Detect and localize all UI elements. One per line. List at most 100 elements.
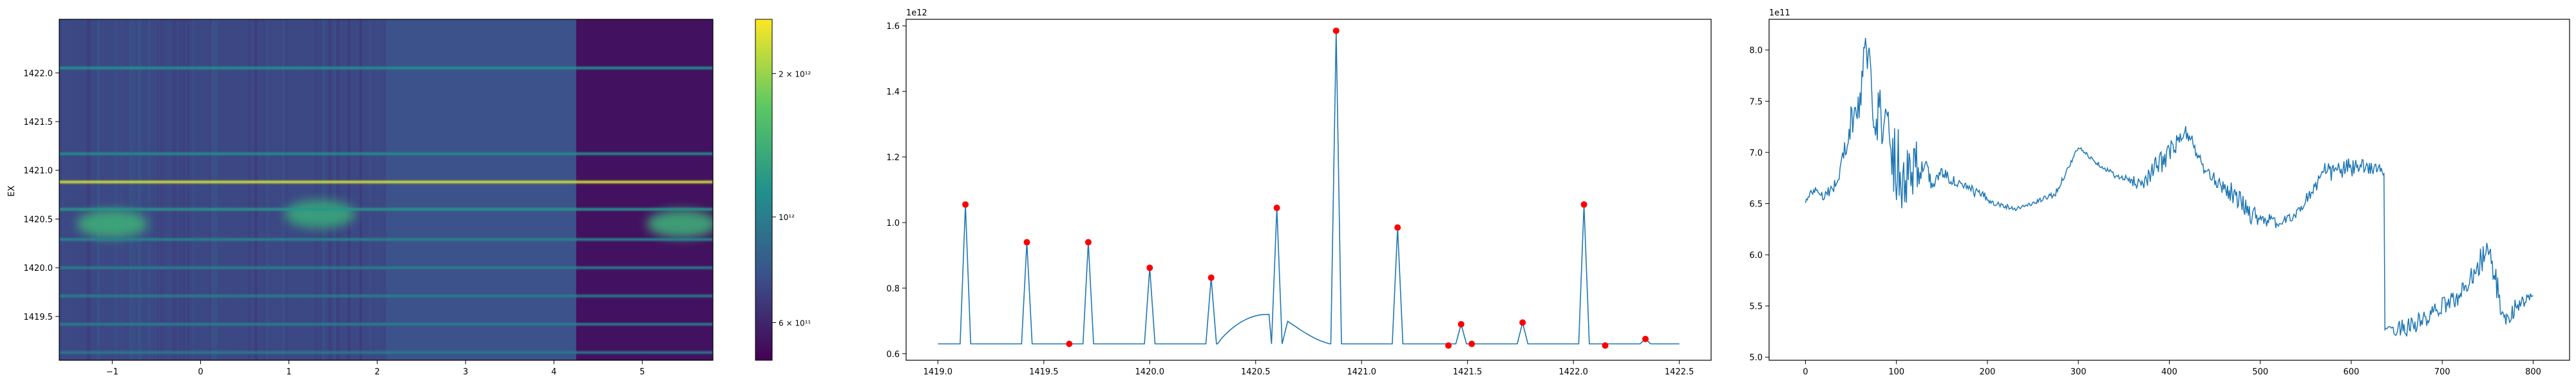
spectrum-plot-area bbox=[938, 27, 1680, 349]
heatmap-x-tick-label: 3 bbox=[463, 367, 468, 377]
heatmap-streak bbox=[137, 19, 139, 360]
spectrum-x-tick-label: 1420.5 bbox=[1241, 367, 1271, 377]
heatmap-plot-area bbox=[59, 19, 713, 360]
heatmap-hotspot bbox=[647, 210, 713, 238]
heatmap-background-region bbox=[59, 19, 386, 360]
heatmap-streak bbox=[209, 19, 213, 360]
heatmap-streak bbox=[368, 19, 372, 360]
timeseries-y-tick-label: 8.0 bbox=[1749, 46, 1763, 56]
heatmap-band bbox=[59, 208, 713, 211]
spectrum-y-tick-label: 1.6 bbox=[886, 22, 900, 32]
heatmap-streak bbox=[133, 19, 136, 360]
heatmap-streak bbox=[157, 19, 162, 360]
heatmap-streak bbox=[312, 19, 314, 360]
spectrum-x-tick-label: 1422.5 bbox=[1665, 367, 1694, 377]
timeseries-plot-area bbox=[1804, 38, 2533, 337]
spectrum-x-tick-label: 1421.5 bbox=[1453, 367, 1482, 377]
spectrum-panel: 1419.0 1419.5 1420.0 1420.5 1421.0 1421.5 1422… bbox=[886, 8, 1712, 377]
heatmap-streak bbox=[161, 19, 165, 360]
heatmap-streak bbox=[169, 19, 171, 360]
peak-marker bbox=[1208, 274, 1215, 281]
timeseries-x-tick-label: 200 bbox=[1980, 367, 1996, 377]
timeseries-y-tick-label: 5.0 bbox=[1749, 353, 1763, 363]
heatmap-streak bbox=[321, 19, 326, 360]
heatmap-streak bbox=[281, 19, 285, 360]
timeseries-y-tick-label: 7.0 bbox=[1749, 149, 1763, 158]
peak-marker bbox=[1602, 342, 1609, 349]
heatmap-x-tick-label: −1 bbox=[106, 367, 118, 377]
timeseries-x-tick-label: 700 bbox=[2434, 367, 2450, 377]
timeseries-y-tick-label: 6.0 bbox=[1749, 251, 1763, 261]
timeseries-y-offset-label: 1e11 bbox=[1769, 8, 1790, 18]
heatmap-band bbox=[59, 180, 713, 183]
heatmap-streak bbox=[267, 19, 270, 360]
peak-marker bbox=[962, 201, 969, 208]
heatmap-y-tick-label: 1422.0 bbox=[24, 69, 53, 78]
heatmap-streak bbox=[62, 19, 64, 360]
heatmap-streak bbox=[246, 19, 249, 360]
heatmap-x-tick-label: 1 bbox=[286, 367, 291, 377]
peak-marker bbox=[1642, 335, 1649, 342]
heatmap-streak bbox=[270, 19, 272, 360]
peak-marker bbox=[1084, 239, 1092, 246]
heatmap-x-tick-label: 4 bbox=[551, 367, 556, 377]
colorbar-gradient bbox=[755, 19, 773, 361]
heatmap-streak bbox=[315, 19, 317, 360]
heatmap-y-tick-label: 1420.0 bbox=[24, 264, 53, 273]
colorbar-tick-label: 6 × 10¹¹ bbox=[779, 318, 811, 327]
heatmap-x-tick-label: 2 bbox=[375, 367, 380, 377]
heatmap-band bbox=[59, 266, 713, 270]
heatmap-streak bbox=[158, 19, 161, 360]
heatmap-band bbox=[59, 351, 713, 354]
timeseries-frame bbox=[1768, 19, 2570, 361]
heatmap-streak bbox=[127, 19, 130, 360]
heatmap-y-tick-label: 1420.5 bbox=[24, 215, 53, 225]
peak-marker bbox=[1023, 239, 1030, 246]
peak-marker bbox=[1468, 340, 1475, 347]
timeseries-x-tick-label: 500 bbox=[2252, 367, 2268, 377]
heatmap-background-region bbox=[386, 19, 576, 360]
heatmap-streak bbox=[183, 19, 185, 360]
timeseries-x-tick-label: 300 bbox=[2070, 367, 2087, 377]
heatmap-x-axis: −1 0 1 2 3 4 5 bbox=[106, 360, 645, 377]
heatmap-streak bbox=[314, 19, 316, 360]
heatmap-x-tick-label: 5 bbox=[639, 367, 645, 377]
heatmap-streak bbox=[319, 19, 322, 360]
peak-marker bbox=[1332, 27, 1340, 34]
timeseries-x-tick-label: 800 bbox=[2525, 367, 2541, 377]
colorbar: 6 × 10¹¹ 10¹² 2 × 10¹² bbox=[755, 19, 811, 361]
heatmap-streak bbox=[336, 19, 339, 360]
heatmap-streak bbox=[147, 19, 151, 360]
heatmap-streak bbox=[254, 19, 258, 360]
spectrum-x-axis: 1419.0 1419.5 1420.0 1420.5 1421.0 1421.5 1422… bbox=[923, 360, 1694, 377]
spectrum-y-tick-label: 0.6 bbox=[886, 350, 900, 360]
heatmap-y-axis: 1419.5 1420.0 1420.5 1421.0 1421.5 1422.0 bbox=[24, 69, 59, 322]
heatmap-streak bbox=[178, 19, 181, 360]
timeseries-panel: 0 100 200 300 400 500 600 700 800 5.0 5.5 6.0 6.5 7.… bbox=[1749, 8, 2570, 377]
heatmap-streak bbox=[114, 19, 118, 360]
timeseries-y-tick-label: 6.5 bbox=[1749, 199, 1763, 209]
peak-marker bbox=[1519, 319, 1526, 326]
heatmap-streak bbox=[315, 19, 319, 360]
spectrum-x-tick-label: 1419.5 bbox=[1029, 367, 1059, 377]
heatmap-streak bbox=[319, 19, 322, 360]
peak-marker bbox=[1146, 264, 1153, 271]
heatmap-streak bbox=[328, 19, 332, 360]
heatmap-streak bbox=[285, 19, 289, 360]
spectrum-y-tick-label: 1.4 bbox=[886, 87, 900, 97]
heatmap-streak bbox=[363, 19, 365, 360]
heatmap-x-tick-label: 0 bbox=[198, 367, 203, 377]
spectrum-line bbox=[938, 30, 1680, 345]
peak-marker bbox=[1273, 205, 1280, 212]
heatmap-hotspot bbox=[284, 199, 355, 228]
heatmap-streak bbox=[61, 19, 63, 360]
heatmap-streak bbox=[160, 19, 163, 360]
heatmap-streak bbox=[98, 19, 100, 360]
timeseries-x-tick-label: 400 bbox=[2161, 367, 2177, 377]
heatmap-y-axis-label: EX bbox=[7, 185, 17, 196]
timeseries-y-tick-label: 7.5 bbox=[1749, 97, 1763, 107]
heatmap-streak bbox=[235, 19, 238, 360]
heatmap-streak bbox=[214, 19, 218, 360]
heatmap-streak bbox=[262, 19, 266, 360]
